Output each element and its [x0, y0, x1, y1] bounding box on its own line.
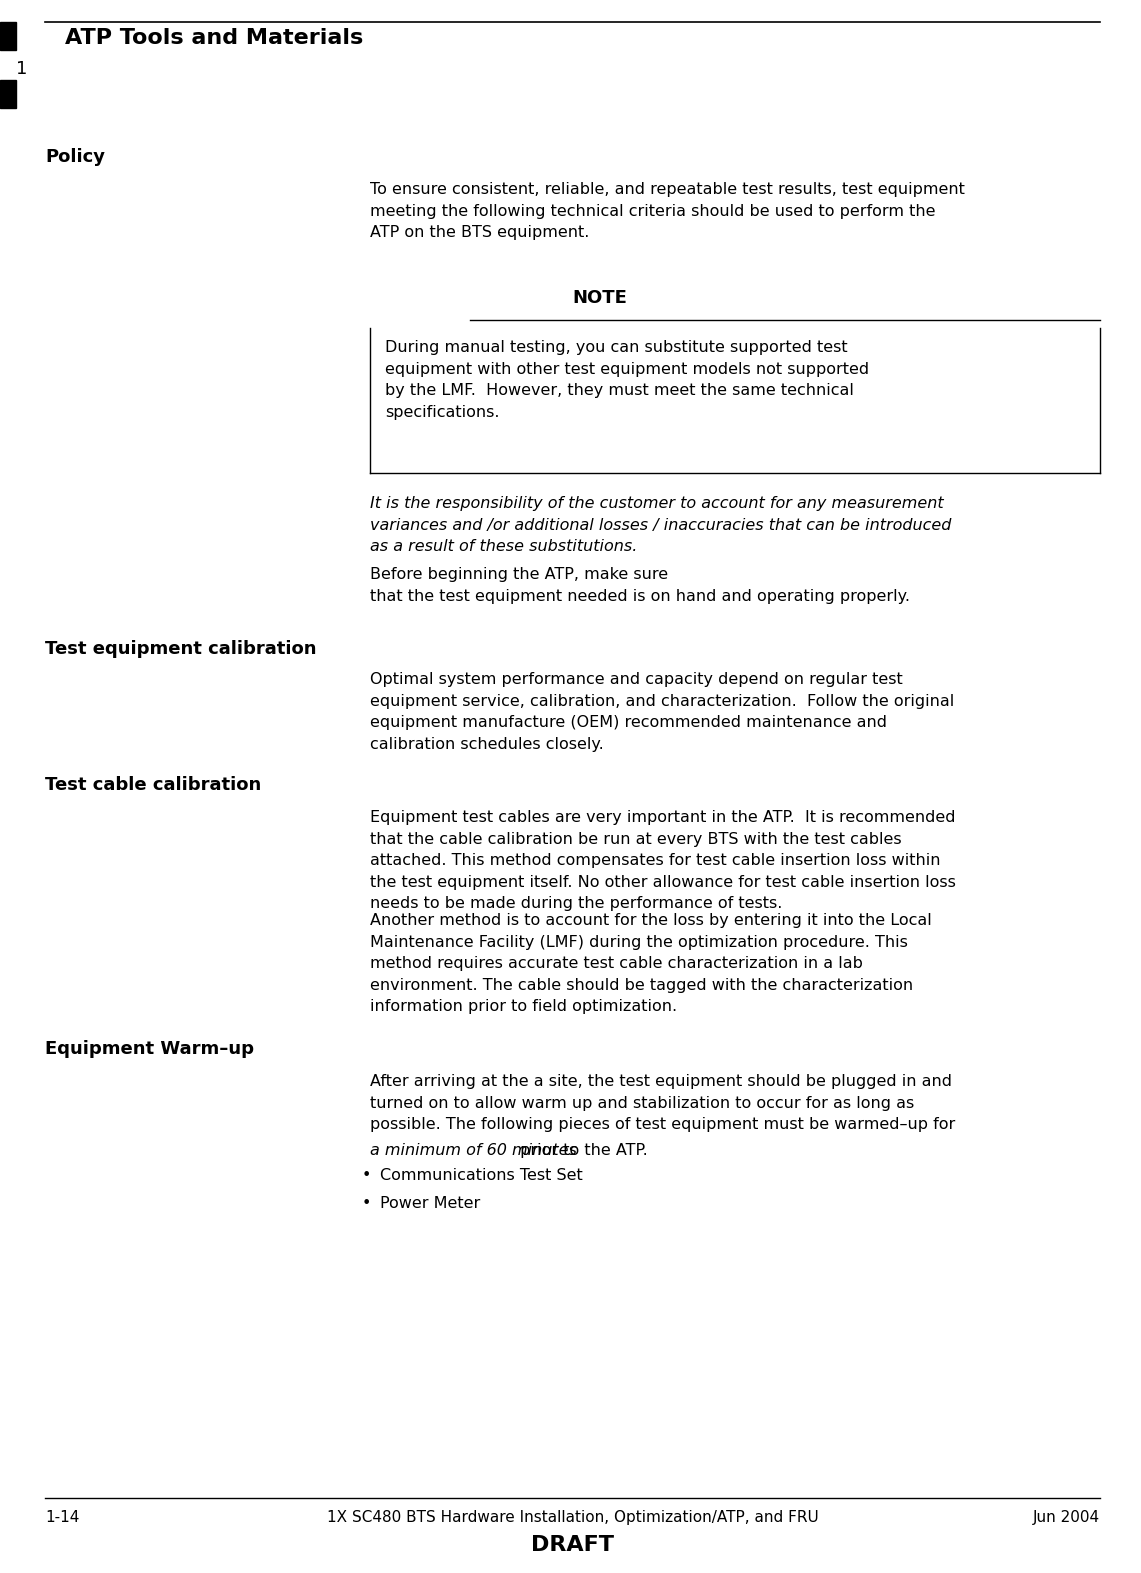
Text: Power Meter: Power Meter [380, 1195, 480, 1211]
Text: 1X SC480 BTS Hardware Installation, Optimization/ATP, and FRU: 1X SC480 BTS Hardware Installation, Opti… [326, 1510, 818, 1524]
Text: Test cable calibration: Test cable calibration [44, 775, 261, 794]
Text: 1-14: 1-14 [44, 1510, 80, 1524]
Text: Policy: Policy [44, 148, 105, 167]
Text: NOTE: NOTE [573, 289, 628, 307]
Text: Communications Test Set: Communications Test Set [380, 1169, 583, 1183]
Text: Jun 2004: Jun 2004 [1033, 1510, 1100, 1524]
Text: Equipment test cables are very important in the ATP.  It is recommended
that the: Equipment test cables are very important… [370, 810, 956, 911]
Text: a minimum of 60 minutes: a minimum of 60 minutes [370, 1144, 577, 1158]
Text: During manual testing, you can substitute supported test
equipment with other te: During manual testing, you can substitut… [385, 340, 869, 420]
Bar [0, 80, 16, 109]
Text: Equipment Warm–up: Equipment Warm–up [44, 1040, 254, 1059]
Text: Test equipment calibration: Test equipment calibration [44, 640, 316, 658]
Text: To ensure consistent, reliable, and repeatable test results, test equipment
meet: To ensure consistent, reliable, and repe… [370, 182, 965, 241]
Text: •: • [362, 1195, 371, 1211]
Text: After arriving at the a site, the test equipment should be plugged in and
turned: After arriving at the a site, the test e… [370, 1074, 955, 1133]
Text: prior to the ATP.: prior to the ATP. [515, 1144, 648, 1158]
Text: Optimal system performance and capacity depend on regular test
equipment service: Optimal system performance and capacity … [370, 672, 954, 752]
Text: Before beginning the ATP, make sure
that the test equipment needed is on hand an: Before beginning the ATP, make sure that… [370, 566, 911, 604]
Text: DRAFT: DRAFT [531, 1535, 614, 1556]
Text: 1: 1 [16, 60, 27, 79]
Text: ATP Tools and Materials: ATP Tools and Materials [65, 28, 363, 49]
Text: Another method is to account for the loss by entering it into the Local
Maintena: Another method is to account for the los… [370, 912, 932, 1015]
Text: It is the responsibility of the customer to account for any measurement
variance: It is the responsibility of the customer… [370, 495, 952, 554]
Text: •: • [362, 1169, 371, 1183]
Bar [0, 22, 16, 50]
